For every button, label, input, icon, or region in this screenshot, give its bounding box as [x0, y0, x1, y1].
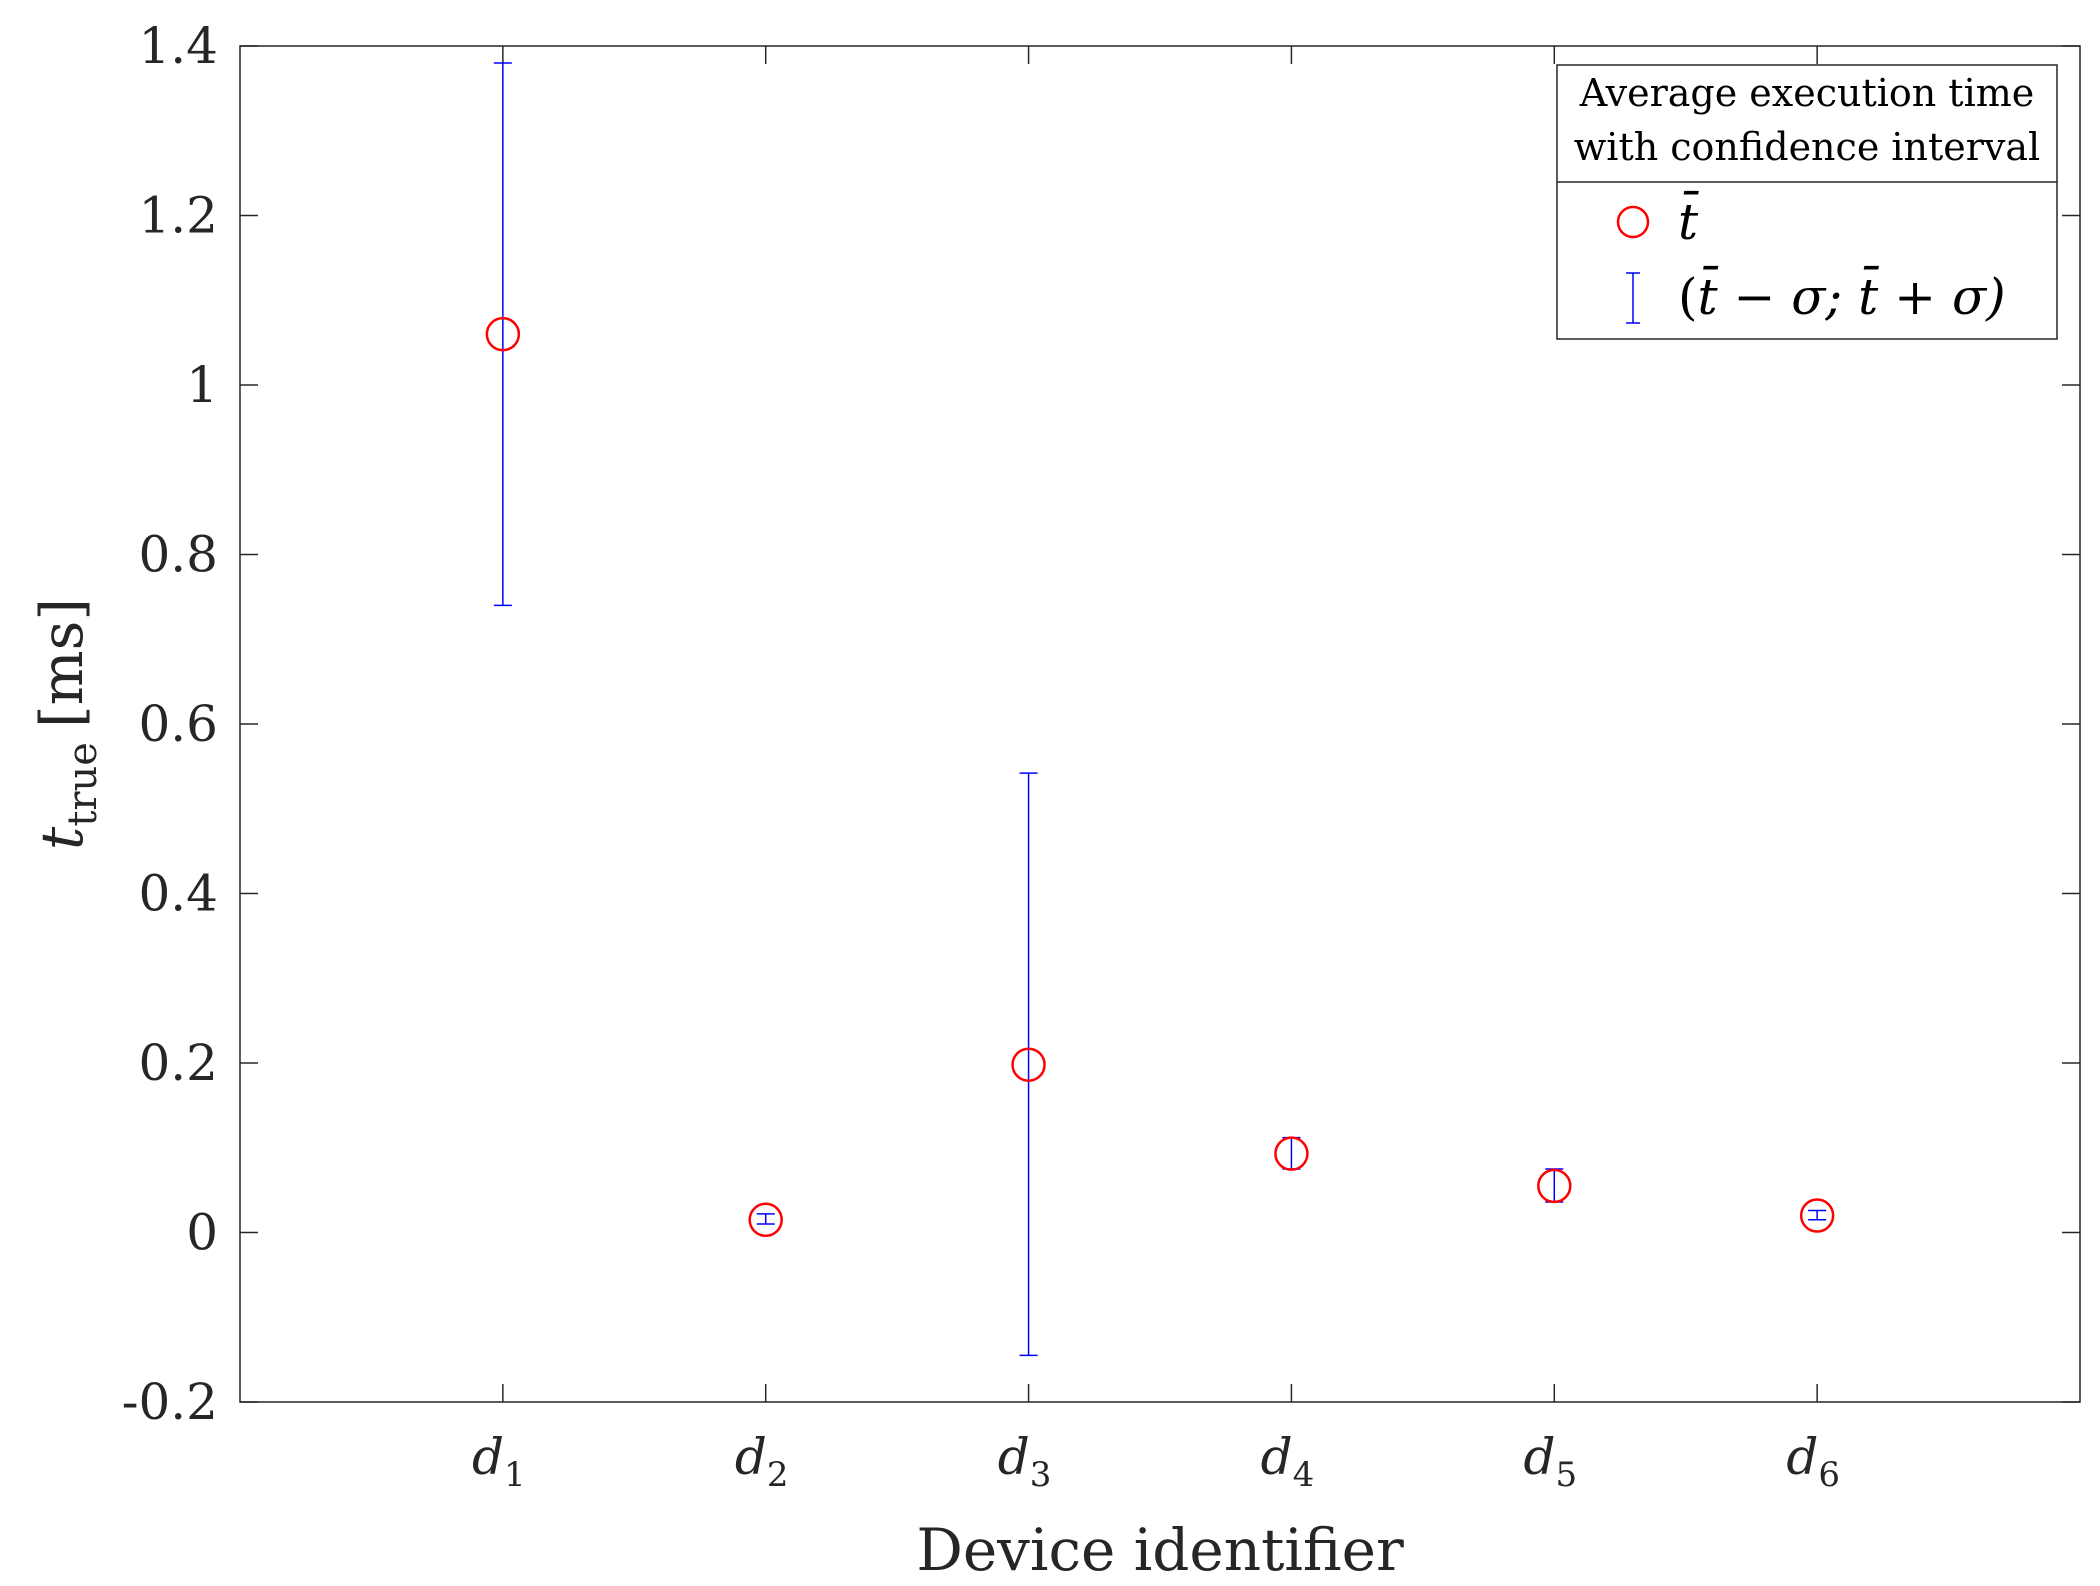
legend-interval-open: ( [1678, 268, 1698, 326]
errorbar-series [493, 62, 1827, 1357]
legend-entry-mean: t̄ [1678, 190, 1699, 251]
mean-series [485, 316, 1835, 1238]
y-tick-label: -0.2 [122, 1373, 218, 1431]
mean-point [1799, 1198, 1835, 1233]
legend-interval-minus: − σ; [1718, 268, 1859, 326]
x-tick-label: d1 [472, 1428, 526, 1495]
x-tick-label-subscript: 2 [767, 1455, 789, 1495]
legend-entry-mean-symbol: t̄ [1678, 190, 1699, 251]
mean-point [485, 316, 521, 352]
y-tick-label: 0 [186, 1204, 218, 1262]
mean-point [1274, 1136, 1309, 1171]
x-tick-label-base: d [1523, 1428, 1555, 1486]
legend-title-line-2: with confidence interval [1574, 125, 2040, 169]
x-tick-label-subscript: 5 [1555, 1455, 1577, 1495]
legend-interval-mean-b: t̄ [1858, 265, 1879, 326]
legend-marker-circle-icon [1616, 205, 1650, 239]
x-tick-label-subscript: 1 [504, 1455, 526, 1495]
x-tick-label-base: d [1261, 1428, 1293, 1486]
y-axis-title: ttrue [ms] [28, 598, 106, 850]
y-axis-title-unit: [ms] [28, 598, 96, 728]
y-axis-title-base: t [28, 826, 96, 850]
y-tick-label: 1.4 [138, 17, 218, 75]
mean-point [1011, 1047, 1046, 1082]
y-tick-label: 1 [186, 356, 218, 414]
mean-point [748, 1202, 783, 1238]
legend-box [1556, 64, 2058, 340]
y-tick-label: 1.2 [138, 187, 218, 245]
legend-interval-mean-a: t̄ [1698, 265, 1719, 326]
legend-entry-interval: (t̄ − σ; t̄ + σ) [1678, 265, 2006, 326]
x-tick-label-base: d [998, 1428, 1030, 1486]
x-tick-label-base: d [735, 1428, 767, 1486]
y-tick-label: 0.6 [138, 695, 218, 753]
x-tick-label-subscript: 4 [1293, 1455, 1315, 1495]
x-tick-label-base: d [472, 1428, 504, 1486]
x-tick-label-subscript: 6 [1818, 1455, 1840, 1495]
x-tick-label: d6 [1786, 1428, 1840, 1495]
x-axis: d1 d2 d3 d4 d5 d6 [472, 46, 1840, 1495]
x-tick-label: d2 [735, 1428, 789, 1495]
mean-point [1537, 1168, 1572, 1204]
legend-title-line-1: Average execution time [1579, 71, 2035, 115]
x-tick-label: d5 [1523, 1428, 1577, 1495]
x-axis-title: Device identifier [916, 1516, 1404, 1584]
legend: Average execution time with confidence i… [1556, 64, 2058, 340]
svg-text:ttrue[ms]: ttrue [ms] [28, 598, 106, 850]
legend-interval-plus: + σ) [1878, 268, 2005, 326]
x-tick-label-subscript: 3 [1030, 1455, 1052, 1495]
y-tick-label: 0.4 [138, 865, 218, 923]
y-axis: -0.2 0 0.2 0.4 0.6 0.8 1 1.2 1.4 [122, 17, 2080, 1431]
y-tick-label: 0.8 [138, 526, 218, 584]
y-axis-title-subscript: true [60, 742, 106, 827]
x-tick-label: d3 [998, 1428, 1052, 1495]
legend-errorbar-icon [1626, 272, 1640, 324]
x-tick-label-base: d [1786, 1428, 1818, 1486]
y-tick-label: 0.2 [138, 1034, 218, 1092]
x-tick-label: d4 [1261, 1428, 1315, 1495]
